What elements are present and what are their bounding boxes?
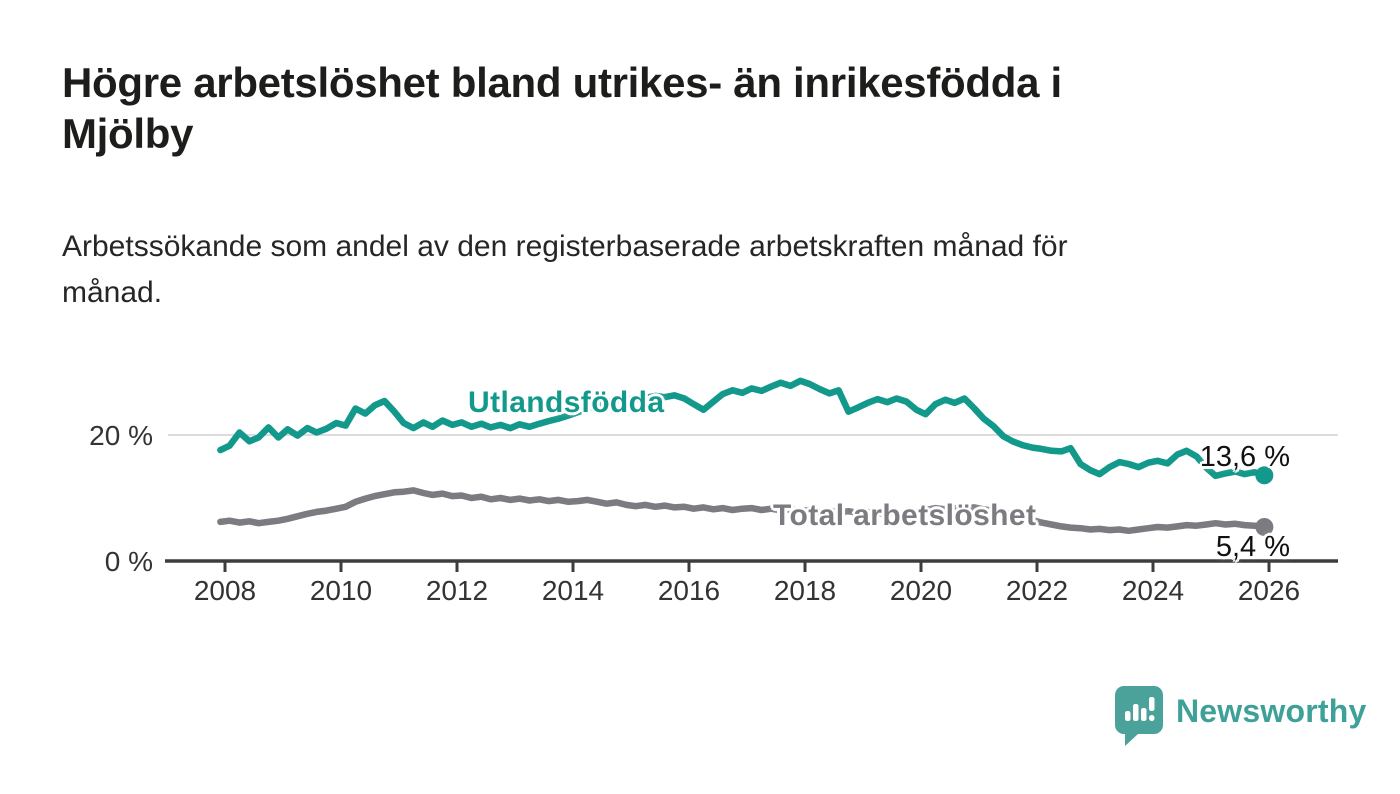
page-subtitle: Arbetssökande som andel av den registerb… [62, 230, 1068, 309]
series-label-utlandsfodda: Utlandsfödda [468, 386, 665, 419]
x-tick-label: 2024 [1122, 575, 1184, 606]
newsworthy-wordmark: Newsworthy [1176, 693, 1367, 729]
x-tick-label: 2016 [658, 575, 720, 606]
page-title: Högre arbetslöshet bland utrikes- än inr… [62, 59, 1062, 157]
series-end-dot-Utlandsfödda [1255, 466, 1274, 485]
series-label-total-arbetsloshet: Total arbetslöshet [773, 499, 1037, 532]
newsworthy-bubble-icon [1115, 686, 1163, 746]
y-axis-label-20: 20 % [89, 420, 153, 451]
bar-chart-glyph [1125, 697, 1155, 721]
x-tick-label: 2018 [774, 575, 836, 606]
newsworthy-logo: Newsworthy [1113, 684, 1366, 748]
x-tick-label: 2022 [1006, 575, 1068, 606]
x-tick-label: 2026 [1238, 575, 1300, 606]
x-tick-label: 2020 [890, 575, 952, 606]
x-tick-label: 2010 [310, 575, 372, 606]
x-tick-label: 2008 [194, 575, 256, 606]
x-tick-label: 2012 [426, 575, 488, 606]
end-value-label-total: 5,4 % [1215, 531, 1290, 563]
series-end-dot-Total arbetslöshet [1255, 517, 1274, 536]
y-axis-label-0: 0 % [105, 546, 153, 577]
series-line-Utlandsfödda [217, 377, 1268, 480]
series-line-Total arbetslöshet [217, 487, 1268, 535]
x-tick-label: 2014 [542, 575, 604, 606]
end-value-label-utlandsfodda: 13,6 % [1199, 441, 1290, 473]
